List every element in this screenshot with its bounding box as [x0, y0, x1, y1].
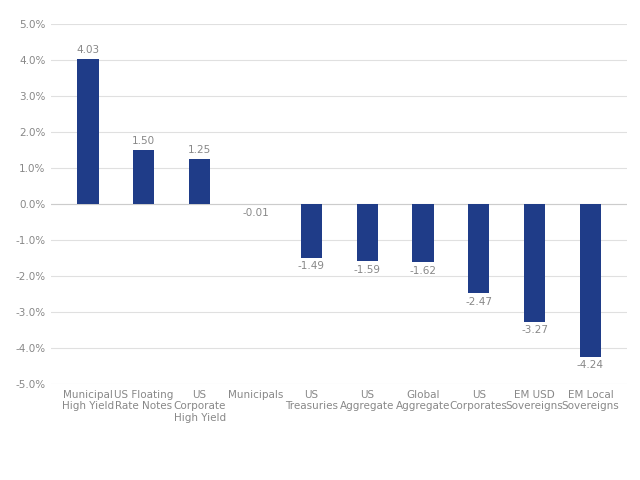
Bar	[412, 204, 433, 262]
Text: -1.59: -1.59	[354, 265, 381, 275]
Text: -4.24: -4.24	[577, 360, 604, 370]
Bar	[580, 204, 601, 357]
Text: -0.01: -0.01	[242, 208, 269, 218]
Bar	[133, 150, 154, 204]
Text: 1.50: 1.50	[132, 136, 156, 146]
Bar	[524, 204, 545, 322]
Bar	[301, 204, 322, 258]
Text: 1.25: 1.25	[188, 145, 211, 156]
Text: -2.47: -2.47	[465, 297, 492, 307]
Bar	[189, 159, 211, 204]
Text: 4.03: 4.03	[76, 45, 100, 55]
Text: -3.27: -3.27	[521, 325, 548, 336]
Text: -1.62: -1.62	[410, 266, 436, 276]
Bar	[77, 59, 99, 204]
Bar	[468, 204, 490, 293]
Bar	[356, 204, 378, 261]
Text: -1.49: -1.49	[298, 261, 324, 271]
